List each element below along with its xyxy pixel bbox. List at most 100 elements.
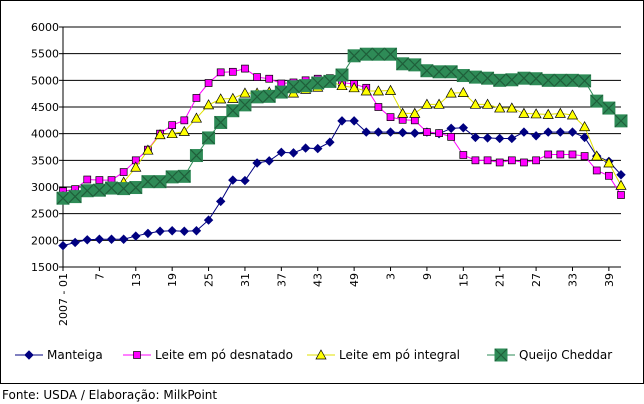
- data-point: [386, 113, 395, 121]
- data-point: [605, 171, 613, 180]
- data-point: [192, 94, 201, 102]
- data-point: [529, 72, 543, 86]
- data-point: [155, 226, 165, 236]
- data-point: [420, 64, 434, 78]
- data-point: [554, 107, 566, 118]
- data-point: [566, 109, 579, 120]
- x-tick-label-3: 19: [166, 273, 179, 287]
- data-point: [202, 131, 216, 145]
- data-point: [117, 182, 131, 196]
- x-tick-label-12: 21: [494, 273, 507, 287]
- x-tick-label-9: 3: [385, 273, 398, 280]
- x-tick-label-11: 15: [457, 273, 470, 287]
- x-tick-label-15: 39: [603, 273, 616, 287]
- data-point: [457, 86, 469, 97]
- data-point: [373, 127, 384, 137]
- y-tick-labels: 1500 2000 2500 3000 3500 4000 4500 5000 5500 6000: [31, 21, 59, 274]
- y-tick-label-6000: 6000: [31, 21, 59, 34]
- data-point: [142, 144, 154, 155]
- data-point: [532, 156, 540, 165]
- source-note: Fonte: USDA / Elaboração: MilkPoint: [2, 388, 218, 402]
- data-point: [106, 234, 117, 244]
- data-point: [565, 73, 579, 87]
- data-point: [204, 79, 213, 87]
- data-point: [531, 131, 541, 141]
- data-point: [432, 65, 446, 79]
- legend-label: Queijo Cheddar: [519, 348, 612, 362]
- data-point: [82, 235, 92, 245]
- data-point: [336, 79, 348, 91]
- data-point: [228, 175, 238, 185]
- data-point: [445, 87, 457, 98]
- data-point: [335, 68, 349, 82]
- data-point: [543, 127, 553, 137]
- legend-entry-2: Leite em pó integral: [307, 348, 460, 362]
- data-point: [241, 64, 249, 73]
- data-point: [456, 69, 470, 83]
- data-point: [347, 49, 361, 63]
- data-point: [483, 156, 492, 165]
- data-point: [58, 240, 68, 251]
- x-tick-label-6: 37: [275, 273, 288, 287]
- data-point: [423, 128, 431, 136]
- data-point: [505, 73, 519, 87]
- x-tick-label-5: 31: [239, 273, 252, 287]
- data-point: [506, 102, 518, 113]
- data-point: [189, 149, 203, 163]
- data-point: [482, 133, 493, 143]
- data-point: [360, 85, 372, 96]
- data-point: [56, 191, 70, 205]
- chart-frame: 1500 2000 2500 3000 3500 4000 4500 5000 5500 6000…: [0, 0, 644, 384]
- data-point: [94, 234, 105, 244]
- y-tick-label-5500: 5500: [31, 48, 59, 61]
- data-point: [447, 133, 456, 141]
- data-point: [592, 166, 601, 175]
- data-point: [129, 181, 143, 195]
- data-point: [603, 157, 615, 168]
- legend-marker: [315, 349, 327, 360]
- data-point: [385, 127, 396, 137]
- legend-label: Leite em pó integral: [339, 348, 460, 362]
- data-point: [579, 132, 590, 143]
- x-tick-label-14: 33: [566, 273, 579, 287]
- data-point: [337, 116, 347, 126]
- data-point: [553, 73, 567, 87]
- data-point: [154, 129, 166, 140]
- data-point: [165, 170, 179, 184]
- data-point: [178, 125, 190, 136]
- data-point: [421, 98, 433, 109]
- x-tick-label-7: 43: [312, 273, 325, 287]
- data-point: [458, 123, 469, 133]
- data-point: [299, 79, 313, 93]
- data-point: [384, 84, 397, 95]
- data-point: [130, 161, 142, 172]
- data-point: [374, 103, 383, 111]
- data-point: [274, 85, 288, 99]
- data-point: [471, 156, 480, 165]
- y-tick-label-2500: 2500: [31, 208, 59, 221]
- data-point: [253, 73, 261, 81]
- data-point: [371, 47, 385, 61]
- data-point: [481, 98, 494, 109]
- y-tick-label-4000: 4000: [31, 128, 59, 141]
- data-point: [568, 150, 577, 159]
- data-point: [214, 115, 228, 129]
- data-point: [95, 176, 104, 184]
- legend-entry-0: Manteiga: [15, 348, 103, 362]
- data-point: [396, 57, 410, 71]
- y-tick-label-1500: 1500: [31, 261, 59, 274]
- data-point: [615, 179, 627, 190]
- legend-marker: [24, 350, 34, 360]
- data-point: [70, 237, 80, 248]
- data-point: [143, 228, 153, 239]
- data-point: [580, 152, 589, 160]
- data-point: [202, 99, 215, 110]
- data-point: [494, 133, 505, 144]
- axes: [59, 26, 621, 271]
- data-point: [228, 67, 237, 76]
- data-point: [468, 70, 482, 84]
- data-point: [542, 108, 554, 119]
- data-point: [323, 74, 337, 88]
- data-point: [226, 104, 240, 118]
- data-point: [276, 147, 287, 158]
